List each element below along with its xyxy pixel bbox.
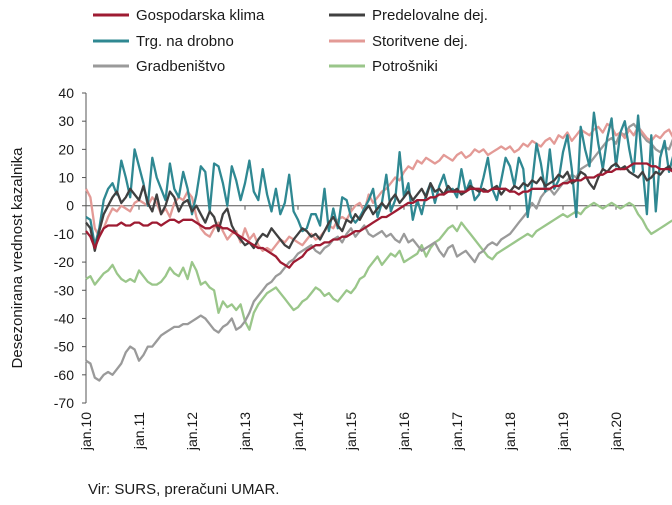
y-tick-label: 40 <box>58 85 74 101</box>
x-tick-label: jan.17 <box>449 412 465 451</box>
legend-label: Gradbeništvo <box>136 58 225 75</box>
y-tick-label: -40 <box>54 310 74 326</box>
x-tick-label: jan.20 <box>608 412 624 451</box>
y-tick-label: -60 <box>54 367 74 383</box>
series-line-potro-niki <box>85 201 672 331</box>
legend: Gospodarska klima Predelovalne dej. Trg. n… <box>93 7 488 75</box>
axes <box>82 92 647 404</box>
y-tick-label: -50 <box>54 339 74 355</box>
x-tick-labels: jan.10 jan.11 jan.12 jan.13 jan.14 jan.15 jan.… <box>78 205 624 451</box>
series-line-predelovalne-dej- <box>85 162 672 252</box>
x-tick-label: jan.12 <box>184 412 200 451</box>
x-tick-label: jan.16 <box>396 412 412 451</box>
legend-label: Predelovalne dej. <box>372 7 488 24</box>
y-tick-label: 20 <box>58 141 74 157</box>
legend-label: Trg. na drobno <box>136 33 234 50</box>
y-tick-label: -10 <box>54 226 74 242</box>
x-tick-label: jan.11 <box>131 412 147 450</box>
x-tick-label: jan.14 <box>290 412 306 451</box>
source-note: Vir: SURS, preračuni UMAR. <box>88 481 280 498</box>
x-tick-label: jan.15 <box>343 412 359 451</box>
y-tick-labels: 40 30 20 10 0 -10 -20 -30 -40 -50 -60 -70 <box>54 85 74 411</box>
y-tick-label: -30 <box>54 282 74 298</box>
legend-label: Storitvene dej. <box>372 33 468 50</box>
y-axis-title: Desezonirana vrednost kazalnika <box>9 147 26 369</box>
x-tick-label: jan.10 <box>78 412 94 451</box>
series-line-trg-na-drobno <box>85 111 672 247</box>
legend-label: Potrošniki <box>372 58 438 75</box>
y-tick-label: -70 <box>54 395 74 411</box>
series-line-gradbeni-tvo <box>85 122 672 382</box>
legend-label: Gospodarska klima <box>136 7 265 24</box>
series-lines <box>84 111 672 382</box>
y-tick-label: 30 <box>58 113 74 129</box>
y-tick-label: 0 <box>66 198 74 214</box>
series-line-storitvene-dej- <box>84 122 672 252</box>
y-tick-label: -20 <box>54 254 74 270</box>
x-tick-label: jan.18 <box>502 412 518 451</box>
series-line-gospodarska-klima <box>85 162 672 269</box>
x-tick-label: jan.19 <box>555 412 571 451</box>
x-tick-label: jan.13 <box>237 412 253 451</box>
y-tick-label: 10 <box>58 170 74 186</box>
